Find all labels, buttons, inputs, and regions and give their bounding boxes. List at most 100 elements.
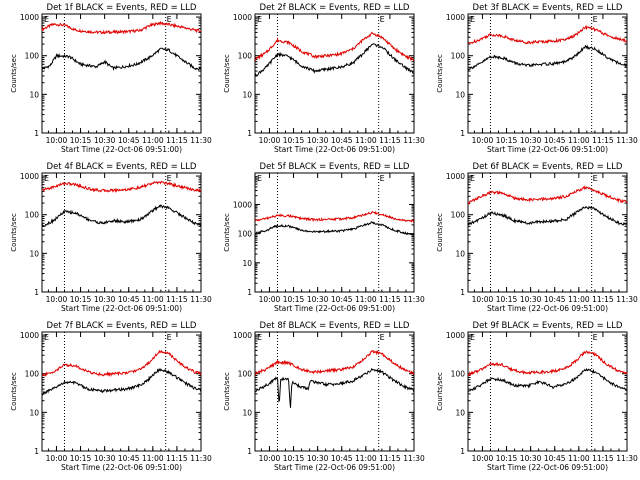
- y-tick-label: 100: [25, 211, 40, 220]
- x-axis-label: Start Time (22-Oct-06 09:51:00): [274, 304, 395, 313]
- x-tick-label: 10:00: [46, 454, 68, 463]
- event-flag-label: E: [44, 174, 49, 183]
- series-line: [41, 349, 202, 378]
- chart-title: Det 4f BLACK = Events, RED = LLD: [47, 162, 197, 172]
- series-line: [41, 47, 202, 71]
- y-axis-label: Counts/sec: [10, 54, 18, 93]
- chart-title: Det 8f BLACK = Events, RED = LLD: [260, 321, 410, 331]
- plot-frame: [41, 331, 202, 452]
- x-tick-label: 10:45: [331, 295, 353, 304]
- x-tick-label: 10:30: [520, 454, 542, 463]
- x-tick-label: 11:30: [403, 295, 425, 304]
- y-axis-label: Counts/sec: [223, 213, 231, 252]
- series-line: [254, 367, 415, 408]
- x-tick-label: 10:30: [94, 454, 116, 463]
- x-tick-label: 11:15: [166, 454, 188, 463]
- series-line: [254, 210, 415, 223]
- x-tick-label: 11:00: [355, 295, 377, 304]
- series-line: [467, 44, 628, 71]
- x-tick-label: 10:45: [118, 136, 140, 145]
- event-flag-label: E: [44, 333, 49, 342]
- y-tick-label: 1: [247, 447, 252, 456]
- y-axis-label: Counts/sec: [223, 372, 231, 411]
- y-tick-label: 100: [451, 370, 466, 379]
- y-tick-label: 100: [238, 230, 253, 239]
- y-axis-label: Counts/sec: [436, 372, 444, 411]
- y-tick-label: 100: [451, 52, 466, 61]
- x-tick-label: 10:00: [472, 295, 494, 304]
- y-tick-label: 100: [25, 52, 40, 61]
- series-line: [41, 20, 202, 35]
- x-tick-label: 10:15: [70, 295, 92, 304]
- x-tick-label: 11:00: [568, 454, 590, 463]
- y-tick-label: 100: [25, 370, 40, 379]
- x-axis-label: Start Time (22-Oct-06 09:51:00): [274, 145, 395, 154]
- plot-frame: [467, 331, 628, 452]
- event-flag-label: E: [257, 174, 262, 183]
- y-tick-label: 10: [29, 408, 39, 417]
- y-tick-label: 1000: [446, 172, 465, 181]
- y-tick-label: 10: [455, 90, 465, 99]
- series-line: [467, 350, 628, 377]
- series-line: [255, 349, 415, 376]
- x-tick-label: 11:30: [403, 136, 425, 145]
- x-tick-label: 10:30: [307, 295, 329, 304]
- event-flag-label: E: [470, 333, 475, 342]
- y-tick-label: 10: [29, 90, 39, 99]
- chart-panel: Det 9f BLACK = Events, RED = LLD 1 10 100 10…: [436, 321, 638, 472]
- event-flag-label: E: [593, 174, 598, 183]
- y-tick-label: 1: [247, 288, 252, 297]
- series-line: [254, 43, 415, 77]
- x-tick-label: 11:15: [592, 295, 614, 304]
- x-tick-label: 11:15: [379, 136, 401, 145]
- x-axis-label: Start Time (22-Oct-06 09:51:00): [61, 304, 182, 313]
- x-tick-label: 11:15: [379, 454, 401, 463]
- x-tick-label: 11:00: [142, 136, 164, 145]
- x-tick-label: 11:15: [379, 295, 401, 304]
- x-tick-label: 10:45: [331, 454, 353, 463]
- series-line: [467, 185, 628, 206]
- x-tick-label: 10:15: [70, 136, 92, 145]
- plot-frame: [41, 13, 202, 134]
- x-tick-label: 10:15: [283, 136, 305, 145]
- x-tick-label: 10:15: [70, 454, 92, 463]
- y-tick-label: 1000: [446, 331, 465, 340]
- y-tick-label: 100: [238, 370, 253, 379]
- y-tick-label: 1000: [233, 200, 252, 209]
- event-flag-label: E: [380, 15, 385, 24]
- x-tick-label: 11:00: [142, 295, 164, 304]
- y-tick-label: 1000: [20, 172, 39, 181]
- x-tick-label: 10:45: [331, 136, 353, 145]
- event-flag-label: E: [470, 174, 475, 183]
- event-flag-label: E: [167, 15, 172, 24]
- x-tick-label: 11:30: [616, 454, 638, 463]
- plot-frame: [41, 172, 202, 293]
- x-tick-label: 10:30: [307, 454, 329, 463]
- x-tick-label: 10:30: [520, 295, 542, 304]
- x-tick-label: 10:00: [259, 136, 281, 145]
- x-tick-label: 10:30: [520, 136, 542, 145]
- chart-title: Det 1f BLACK = Events, RED = LLD: [47, 3, 197, 13]
- x-tick-label: 10:00: [46, 136, 68, 145]
- chart-panel: Det 1f BLACK = Events, RED = LLD 1 10 100 10…: [10, 3, 212, 154]
- series-line: [41, 367, 202, 396]
- y-tick-label: 1000: [233, 331, 252, 340]
- chart-title: Det 9f BLACK = Events, RED = LLD: [473, 321, 623, 331]
- y-axis-label: Counts/sec: [436, 213, 444, 252]
- event-flag-label: E: [380, 174, 385, 183]
- x-tick-label: 11:00: [142, 454, 164, 463]
- event-flag-label: E: [257, 15, 262, 24]
- y-tick-label: 10: [455, 408, 465, 417]
- series-line: [467, 205, 628, 226]
- y-tick-label: 10: [242, 90, 252, 99]
- plot-frame: [254, 172, 415, 293]
- event-flag-label: E: [593, 333, 598, 342]
- series-line: [254, 221, 415, 236]
- x-tick-label: 11:15: [592, 454, 614, 463]
- x-tick-label: 10:00: [46, 295, 68, 304]
- y-tick-label: 1000: [20, 331, 39, 340]
- event-flag-label: E: [167, 333, 172, 342]
- x-tick-label: 11:30: [616, 295, 638, 304]
- y-tick-label: 10: [242, 259, 252, 268]
